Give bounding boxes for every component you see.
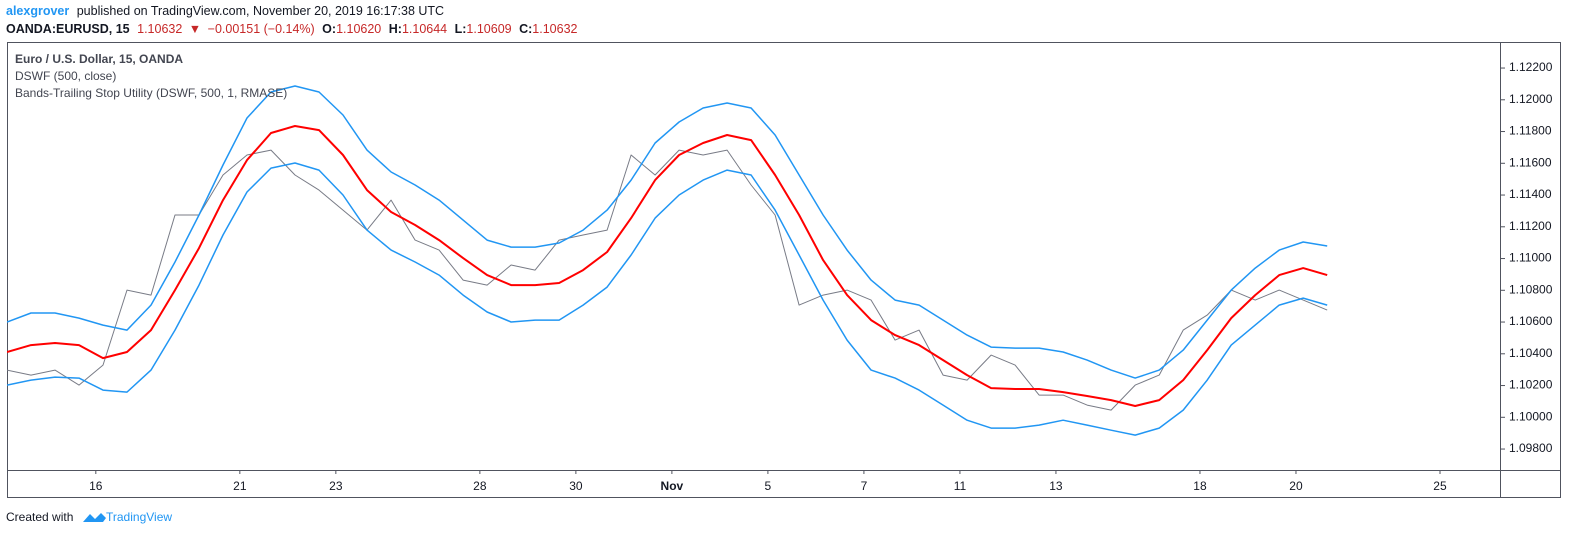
ohlc-value: 1.10609 xyxy=(466,22,511,36)
x-tick-label: 7 xyxy=(861,479,868,493)
x-tick-label: 16 xyxy=(89,479,103,493)
footer-created: Created with xyxy=(6,510,73,524)
y-tick-label: 1.11000 xyxy=(1509,251,1552,265)
x-tick-label: 21 xyxy=(233,479,247,493)
ohlc-label: C: xyxy=(519,22,532,36)
ohlc-label: H: xyxy=(389,22,402,36)
chart-frame xyxy=(7,42,1561,498)
y-tick-label: 1.10000 xyxy=(1509,409,1553,423)
x-tick-label: 20 xyxy=(1289,479,1303,493)
arrow: ▼ xyxy=(189,22,201,36)
last: 1.10632 xyxy=(137,22,182,36)
y-tick-label: 1.12200 xyxy=(1509,60,1553,74)
ohlc-label: L: xyxy=(455,22,467,36)
x-tick-label: 23 xyxy=(329,479,343,493)
ohlc-label: O: xyxy=(322,22,336,36)
ohlc-value: 1.10620 xyxy=(336,22,381,36)
author[interactable]: alexgrover xyxy=(6,4,69,18)
series-line xyxy=(7,149,1328,411)
footer-brand[interactable]: TradingView xyxy=(106,510,172,524)
x-tick-label: Nov xyxy=(661,479,684,493)
plot-area xyxy=(7,85,1328,436)
y-tick-label: 1.11200 xyxy=(1509,219,1552,233)
series-line xyxy=(7,85,1328,379)
y-tick-label: 1.12000 xyxy=(1509,92,1553,106)
y-tick-label: 1.09800 xyxy=(1509,441,1553,455)
series-line xyxy=(7,162,1328,436)
legend-line: DSWF (500, close) xyxy=(15,69,116,83)
y-tick-label: 1.10600 xyxy=(1509,314,1553,328)
y-tick-label: 1.10800 xyxy=(1509,282,1553,296)
y-tick-label: 1.11800 xyxy=(1509,124,1552,138)
ohlc-value: 1.10644 xyxy=(402,22,447,36)
x-tick-label: 30 xyxy=(569,479,583,493)
y-tick-label: 1.11400 xyxy=(1509,187,1552,201)
x-tick-label: 25 xyxy=(1433,479,1447,493)
tv-logo[interactable] xyxy=(83,513,106,522)
x-tick-label: 13 xyxy=(1049,479,1063,493)
y-tick-label: 1.11600 xyxy=(1509,155,1552,169)
legend-line: Bands-Trailing Stop Utility (DSWF, 500, … xyxy=(15,86,287,100)
series-line xyxy=(7,125,1328,407)
x-tick-label: 18 xyxy=(1193,479,1207,493)
published: published on TradingView.com, November 2… xyxy=(77,4,444,18)
legend-line: Euro / U.S. Dollar, 15, OANDA xyxy=(15,52,183,66)
quote-line: OANDA:EURUSD, 15 1.10632 ▼ −0.00151 (−0.… xyxy=(6,22,578,36)
x-tick-label: 5 xyxy=(765,479,772,493)
y-tick-label: 1.10400 xyxy=(1509,346,1553,360)
ohlc-value: 1.10632 xyxy=(532,22,577,36)
change: −0.00151 (−0.14%) xyxy=(208,22,315,36)
x-tick-label: 28 xyxy=(473,479,487,493)
logo-icon[interactable] xyxy=(83,513,106,522)
y-tick-label: 1.10200 xyxy=(1509,378,1553,392)
symbol: OANDA:EURUSD, 15 xyxy=(6,22,130,36)
publish-line: alexgrover published on TradingView.com,… xyxy=(6,4,444,18)
x-tick-label: 11 xyxy=(954,479,967,493)
